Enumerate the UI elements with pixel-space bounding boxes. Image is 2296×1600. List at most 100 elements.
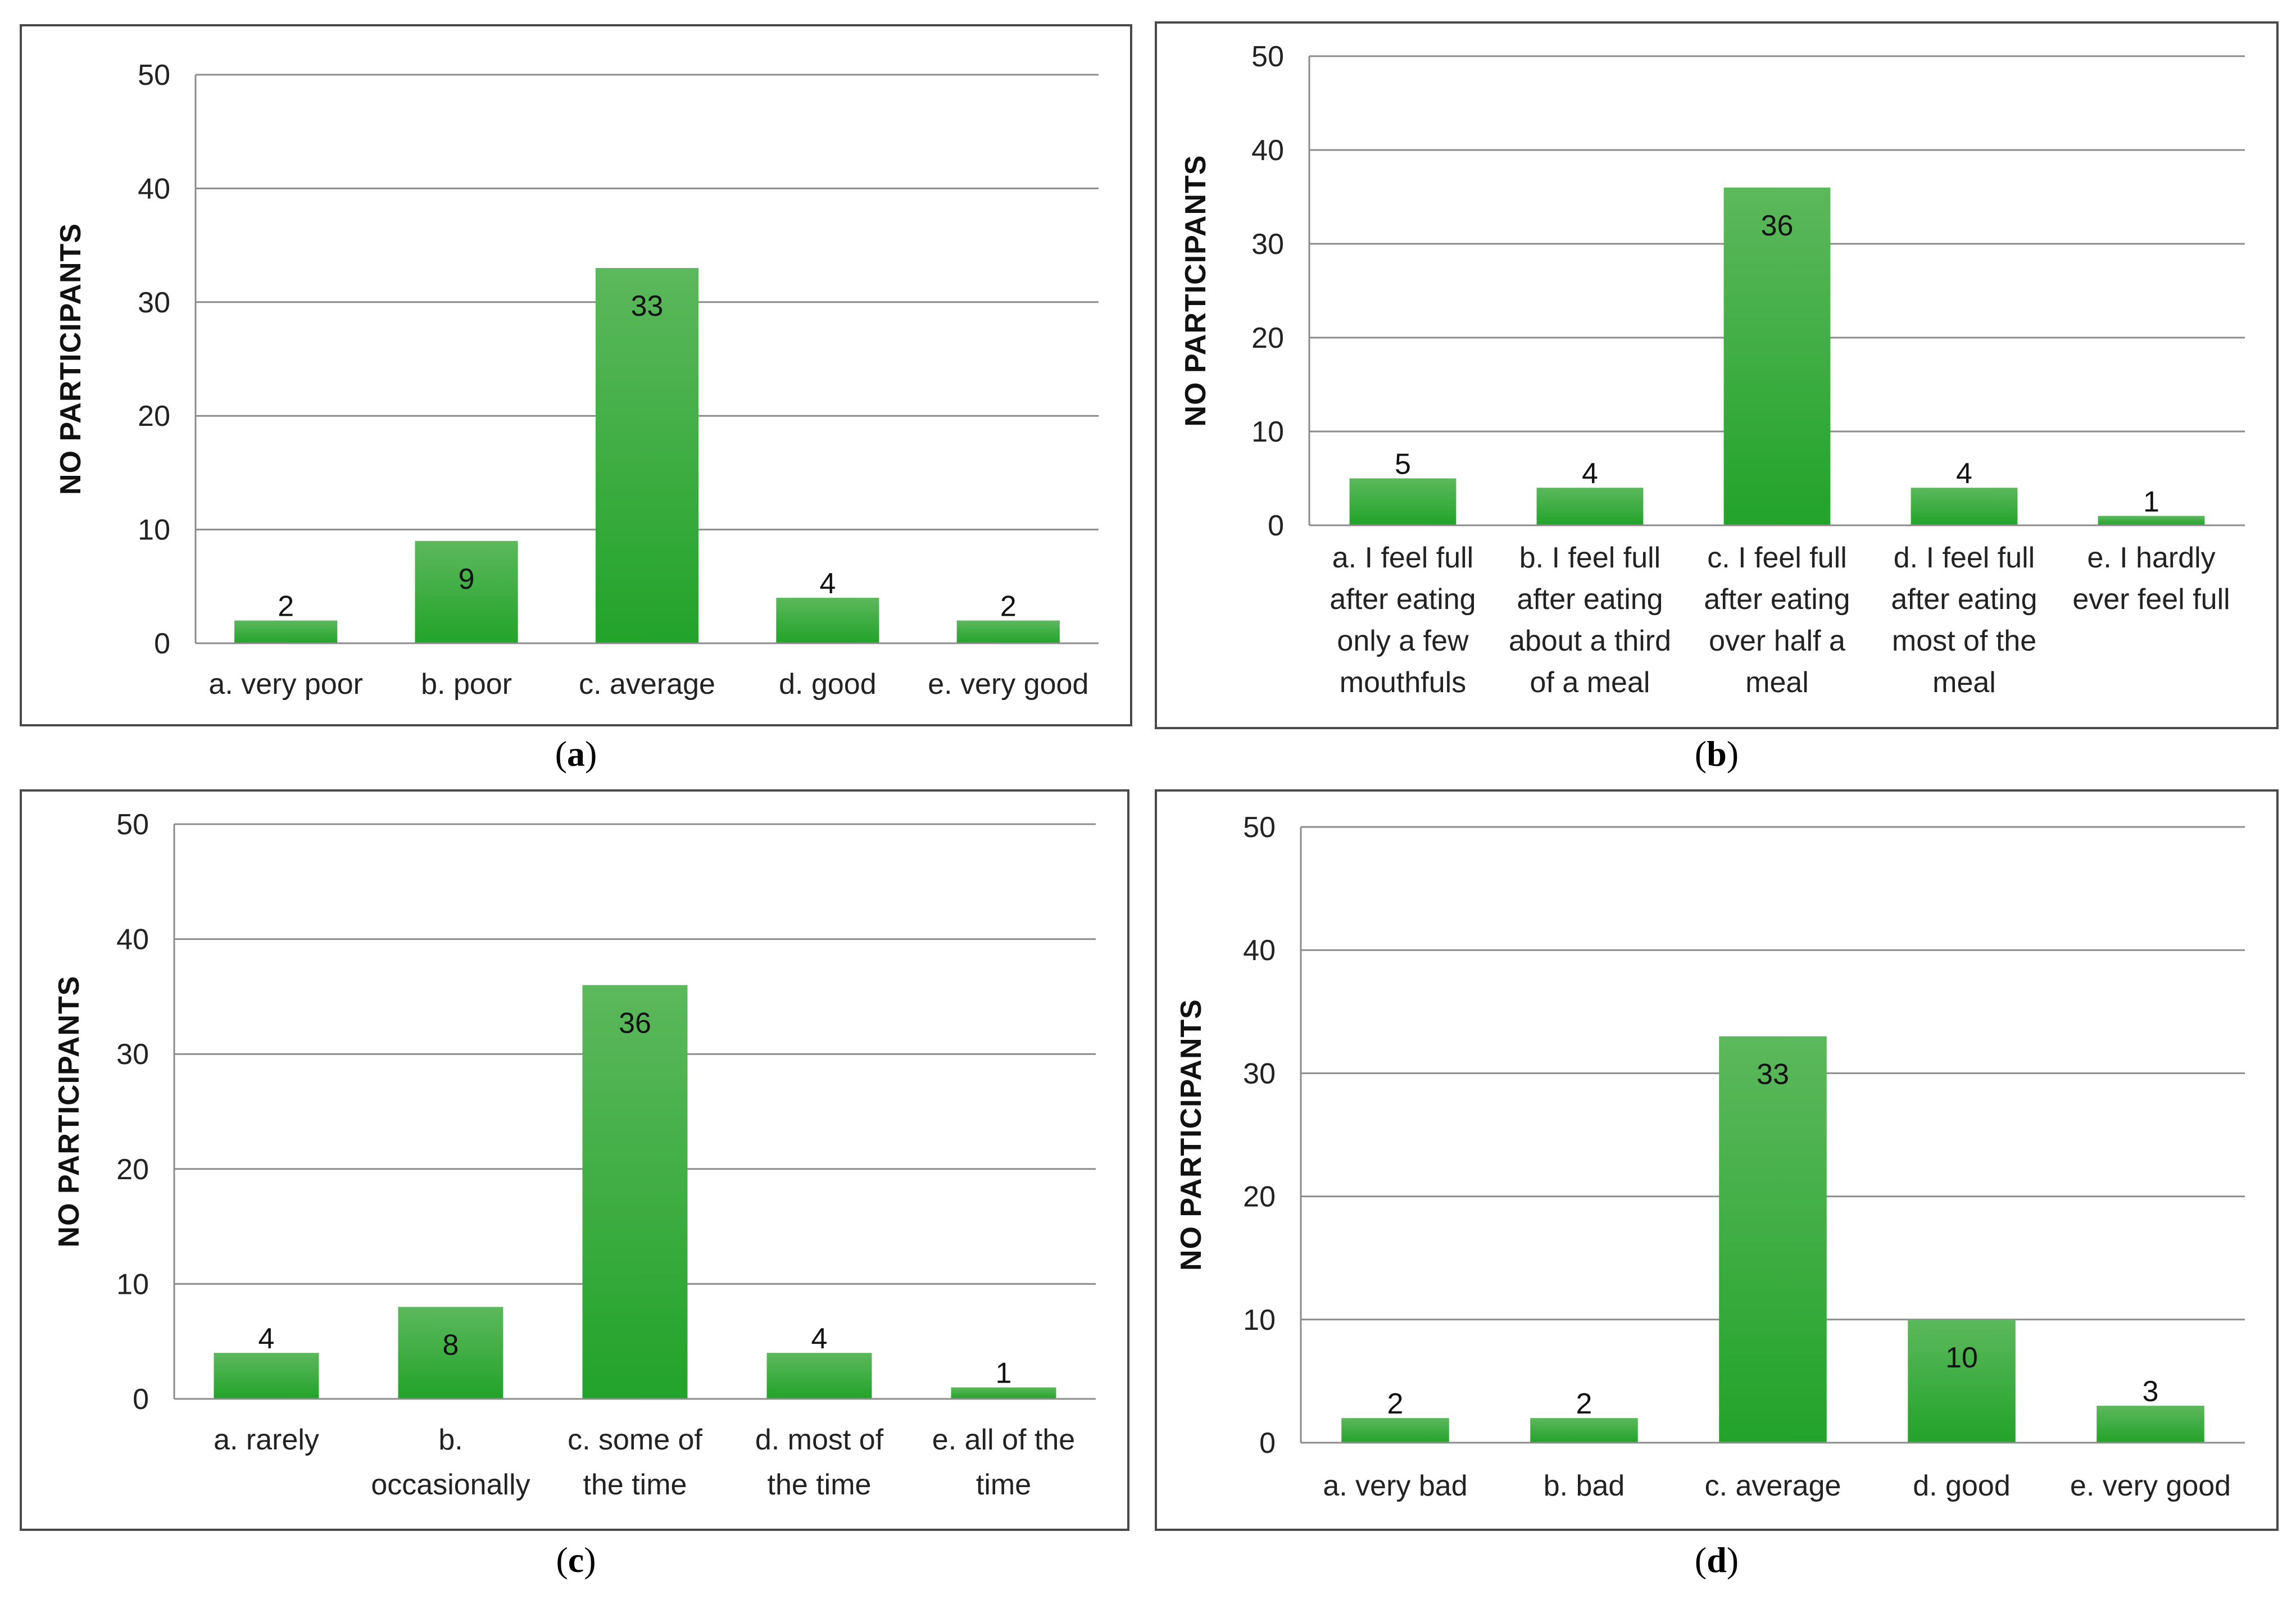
data-label: 4 <box>819 567 836 600</box>
data-label: 9 <box>459 563 475 596</box>
data-label: 2 <box>1576 1388 1592 1420</box>
x-tick-label: b. bad <box>1544 1470 1625 1502</box>
caption-b: (b) <box>1694 734 1739 774</box>
y-tick-label: 50 <box>116 808 149 841</box>
bar <box>398 1307 503 1399</box>
x-tick-label: c. average <box>1705 1470 1841 1502</box>
y-axis-title: NO PARTICIPANTS <box>1175 999 1208 1271</box>
y-tick-label: 10 <box>1251 416 1284 448</box>
y-tick-label: 50 <box>1243 811 1276 844</box>
x-tick-label: c. some of the time <box>568 1424 702 1501</box>
caption-c: (c) <box>556 1540 596 1580</box>
y-tick-label: 40 <box>116 924 149 956</box>
bar <box>582 985 688 1399</box>
x-tick-label: e. very good <box>2070 1470 2231 1502</box>
y-tick-label: 0 <box>154 628 170 660</box>
x-tick-label: b. poor <box>421 668 512 701</box>
bar <box>776 598 879 643</box>
x-tick-label: e. very good <box>928 668 1088 701</box>
bar <box>1349 478 1456 525</box>
data-label: 36 <box>1761 210 1794 242</box>
x-tick-label: a. I feel full after eating only a few mout… <box>1329 542 1476 699</box>
data-label: 4 <box>1956 457 1972 490</box>
x-tick-label: a. very bad <box>1323 1470 1467 1502</box>
y-tick-label: 0 <box>1259 1427 1276 1460</box>
y-tick-label: 10 <box>116 1268 149 1301</box>
bar <box>1530 1418 1638 1443</box>
x-tick-label: d. I feel full after eating most of the mea… <box>1891 542 2037 699</box>
bar <box>1341 1418 1449 1443</box>
data-label: 36 <box>619 1007 651 1039</box>
x-tick-label: c. average <box>579 668 715 701</box>
y-tick-label: 30 <box>1251 228 1284 261</box>
chart-panel-a <box>20 24 1132 726</box>
y-tick-label: 50 <box>138 59 170 92</box>
data-label: 33 <box>631 290 664 322</box>
bar <box>1723 187 1831 525</box>
caption-d: (d) <box>1694 1540 1739 1580</box>
y-tick-label: 40 <box>1243 934 1276 967</box>
bar <box>214 1353 319 1399</box>
x-tick-label: d. good <box>1913 1470 2011 1502</box>
bar <box>1719 1036 1827 1443</box>
data-label: 5 <box>1395 448 1411 481</box>
y-tick-label: 10 <box>138 514 170 547</box>
data-label: 1 <box>2143 485 2159 518</box>
y-tick-label: 30 <box>138 287 170 319</box>
chart-panel-b <box>1155 21 2279 729</box>
y-tick-label: 30 <box>116 1038 149 1071</box>
y-tick-label: 0 <box>133 1383 149 1416</box>
data-label: 2 <box>278 590 294 623</box>
bar <box>766 1353 872 1399</box>
y-tick-label: 50 <box>1251 40 1284 73</box>
y-tick-label: 20 <box>1243 1181 1276 1213</box>
bar <box>234 620 338 643</box>
y-axis-title: NO PARTICIPANTS <box>55 223 87 495</box>
data-label: 2 <box>1000 590 1017 623</box>
y-tick-label: 10 <box>1243 1304 1276 1337</box>
chart-panel-c <box>20 789 1129 1531</box>
data-label: 10 <box>1945 1342 1978 1374</box>
y-tick-label: 40 <box>138 172 170 205</box>
x-tick-label: b. occasionally <box>371 1424 530 1501</box>
bar <box>956 620 1060 643</box>
x-tick-label: c. I feel full after eating over half a mea… <box>1704 542 1850 699</box>
data-label: 33 <box>1757 1058 1789 1091</box>
y-tick-label: 40 <box>1251 134 1284 167</box>
bar <box>951 1387 1056 1399</box>
y-tick-label: 20 <box>1251 322 1284 354</box>
x-tick-label: d. good <box>779 668 877 701</box>
y-tick-label: 20 <box>116 1153 149 1186</box>
bar <box>595 268 699 644</box>
y-tick-label: 20 <box>138 400 170 433</box>
bar <box>2098 516 2205 525</box>
x-tick-label: a. very poor <box>208 668 363 701</box>
data-label: 8 <box>443 1329 459 1361</box>
data-label: 1 <box>996 1357 1012 1390</box>
data-label: 4 <box>811 1322 828 1355</box>
data-label: 2 <box>1387 1388 1404 1420</box>
y-tick-label: 30 <box>1243 1057 1276 1090</box>
y-axis-title: NO PARTICIPANTS <box>1179 155 1212 427</box>
bar <box>2097 1406 2204 1443</box>
data-label: 4 <box>1582 457 1598 490</box>
caption-a: (a) <box>555 734 597 774</box>
x-tick-label: d. most of the time <box>755 1424 884 1501</box>
bar <box>1908 1319 2016 1443</box>
x-tick-label: a. rarely <box>214 1424 319 1456</box>
data-label: 3 <box>2143 1375 2159 1408</box>
bar <box>415 540 518 643</box>
chart-panel-d <box>1155 789 2279 1531</box>
bar <box>1911 488 2018 525</box>
x-tick-label: b. I feel full after eating about a third o… <box>1509 542 1671 699</box>
x-tick-label: e. I hardly ever feel full <box>2072 542 2230 616</box>
x-tick-label: e. all of the time <box>932 1424 1075 1501</box>
bar <box>1536 488 1644 525</box>
y-axis-title: NO PARTICIPANTS <box>53 976 85 1248</box>
data-label: 4 <box>258 1322 275 1355</box>
y-tick-label: 0 <box>1268 510 1284 542</box>
